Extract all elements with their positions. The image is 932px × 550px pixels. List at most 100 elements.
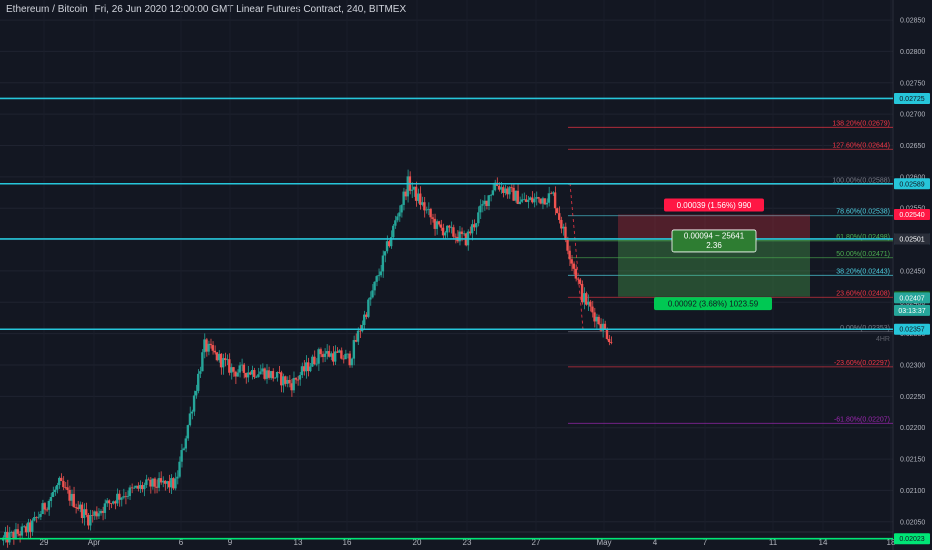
candle-body <box>406 176 409 197</box>
candle-body <box>219 353 223 368</box>
fib-level-label: 61.80%(0.02498) <box>836 234 890 241</box>
candle-body <box>387 241 391 247</box>
candle-body <box>421 202 424 205</box>
price-tag: 0.02357 <box>894 323 930 335</box>
candle-body <box>331 353 335 362</box>
candle-body <box>132 487 136 489</box>
candle-body <box>89 515 92 526</box>
x-tick-label: 6 <box>179 538 184 547</box>
candle-body <box>443 232 447 236</box>
candle-body <box>315 363 318 365</box>
candle-body <box>599 324 602 331</box>
candle-body <box>356 330 360 342</box>
projection-line <box>569 183 584 330</box>
candle-body <box>603 323 607 329</box>
candle-body <box>76 507 80 509</box>
candle-body <box>194 390 198 396</box>
x-tick-label: May <box>596 538 611 547</box>
price-tag-label: 0.02357 <box>899 327 924 334</box>
candle-body <box>371 290 374 298</box>
candle-body <box>475 223 478 228</box>
candle-body <box>182 448 185 451</box>
candle-body <box>448 225 451 228</box>
candle-body <box>427 209 430 210</box>
candle-body <box>319 349 322 355</box>
candle-body <box>549 193 553 195</box>
candle-body <box>58 477 61 486</box>
candle-body <box>87 514 90 526</box>
candle-body <box>531 197 534 203</box>
candle-body <box>489 194 492 196</box>
candle-body <box>570 259 573 264</box>
candle-body <box>547 193 551 203</box>
candle-body <box>238 365 241 373</box>
candle-body <box>167 481 171 488</box>
candle-body <box>526 199 530 202</box>
x-tick-label: 14 <box>819 538 828 547</box>
candle-body <box>454 236 457 238</box>
candle-body <box>470 224 474 234</box>
candle-body <box>344 353 347 360</box>
candle-body <box>284 376 287 384</box>
candle-body <box>134 485 138 488</box>
price-tag: 0.02501 <box>894 233 930 245</box>
candle-body <box>350 358 353 366</box>
candle-body <box>186 425 190 439</box>
candle-body <box>504 188 507 193</box>
candle-body <box>576 278 580 280</box>
x-tick-label: 27 <box>532 538 541 547</box>
candle-body <box>114 501 117 504</box>
candle-body <box>346 353 349 355</box>
candle-body <box>342 358 345 360</box>
candle-body <box>429 209 432 218</box>
candle-body <box>248 372 252 375</box>
candle-body <box>14 529 17 539</box>
x-tick-label: 18 <box>887 538 896 547</box>
candle-body <box>95 511 98 517</box>
candle-body <box>568 250 571 260</box>
candle-body <box>192 395 196 412</box>
y-tick-label: 0.02800 <box>900 49 925 56</box>
candle-body <box>522 199 526 201</box>
candle-body <box>105 500 109 504</box>
candle-body <box>392 225 395 238</box>
candle-body <box>130 487 134 489</box>
candle-body <box>138 485 142 489</box>
candle-body <box>402 191 405 205</box>
candle-body <box>55 485 59 490</box>
candle-body <box>502 187 505 193</box>
candle-body <box>441 227 445 236</box>
candle-body <box>68 489 71 501</box>
candle-body <box>510 187 513 189</box>
candle-body <box>487 195 490 206</box>
candle-body <box>24 526 28 533</box>
position-risk-tag: 0.00039 (1.56%) 990 <box>664 198 764 212</box>
candle-body <box>578 279 582 284</box>
candle-body <box>309 366 312 372</box>
candle-body <box>520 199 524 202</box>
candle-body <box>365 314 368 317</box>
candle-body <box>217 353 221 361</box>
price-tag-bg <box>894 233 930 245</box>
candle-body <box>333 351 337 362</box>
candle-body <box>282 376 285 386</box>
candle-body <box>37 516 40 518</box>
x-tick-label: 4 <box>653 538 658 547</box>
candle-body <box>325 351 329 354</box>
candle-body <box>165 481 169 484</box>
candle-body <box>446 225 449 233</box>
candle-body <box>226 359 229 361</box>
candle-body <box>209 343 212 346</box>
candle-body <box>72 493 75 508</box>
candle-body <box>234 371 237 377</box>
candle-body <box>290 383 293 391</box>
candle-body <box>161 480 165 483</box>
candle-body <box>354 340 358 342</box>
candle-body <box>609 342 613 343</box>
candle-body <box>199 371 202 374</box>
candle-body <box>304 362 308 372</box>
price-tag-label: 0.02589 <box>899 181 924 188</box>
candle-body <box>253 370 256 378</box>
candle-body <box>572 263 575 269</box>
